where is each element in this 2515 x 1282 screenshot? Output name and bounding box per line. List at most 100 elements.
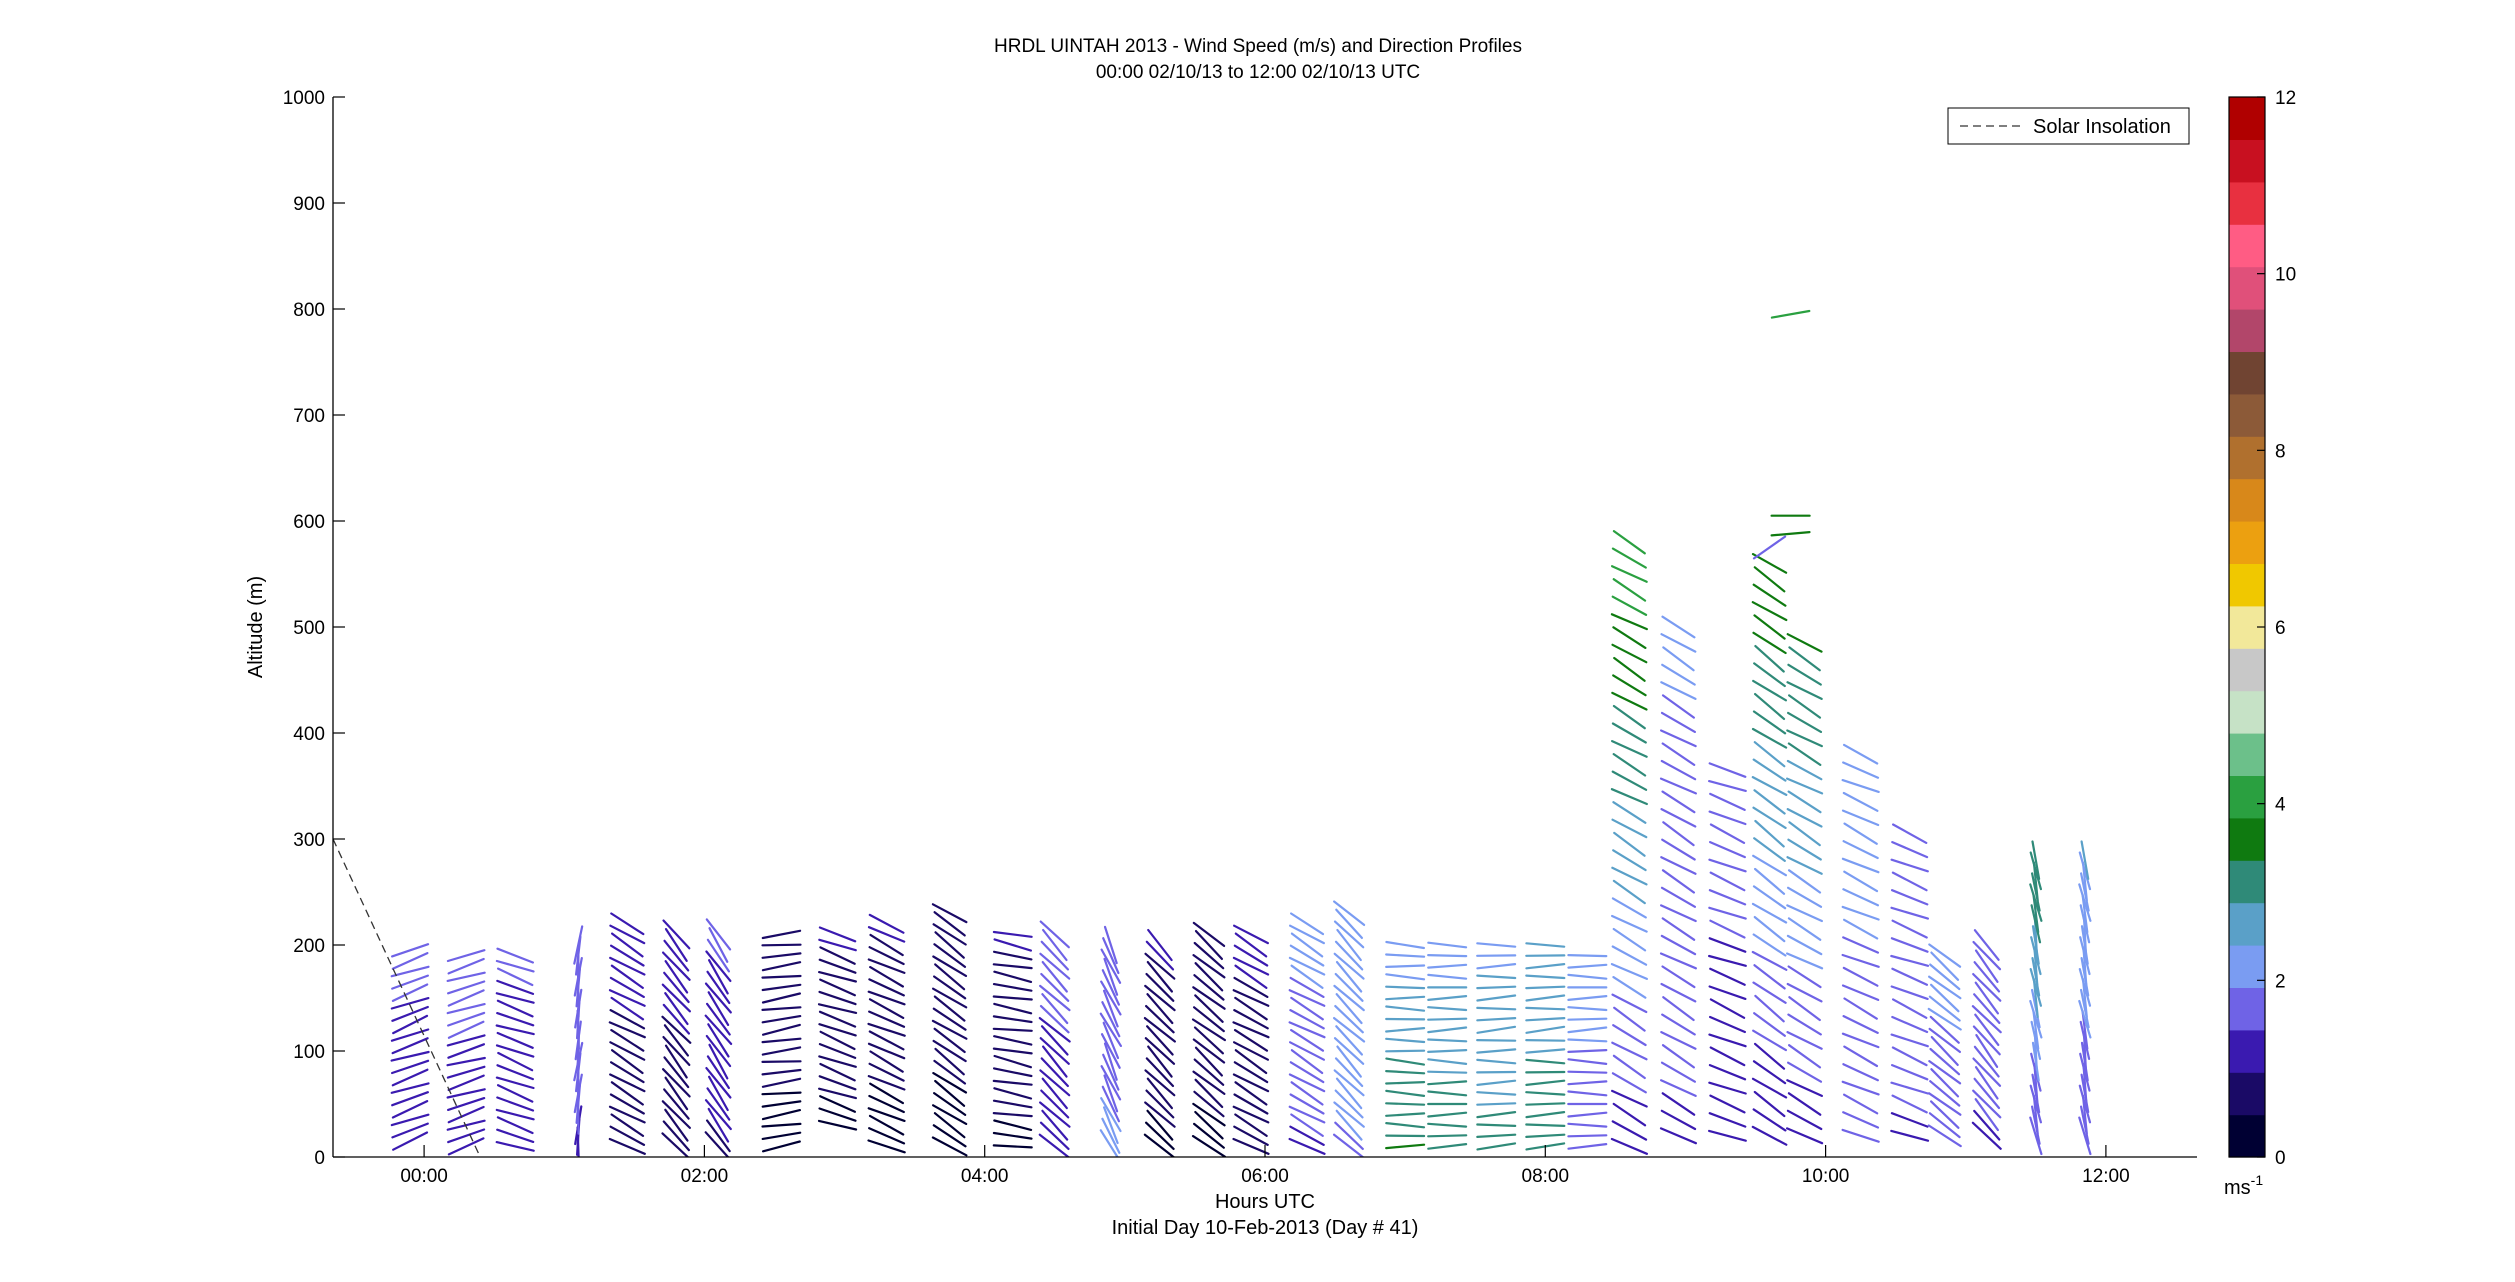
wind-barb: [933, 1112, 966, 1139]
wind-barb: [1567, 1070, 1608, 1074]
wind-barb: [1041, 993, 1069, 1025]
wind-barb: [447, 1011, 486, 1027]
wind-barb: [2078, 999, 2092, 1039]
wind-barb: [993, 1035, 1033, 1046]
wind-barb: [495, 1140, 535, 1152]
solar-insolation-line: [332, 838, 481, 1158]
wind-barb: [1708, 1081, 1747, 1095]
wind-barb: [1334, 1121, 1364, 1151]
wind-barb: [1709, 823, 1746, 845]
wind-barb: [1038, 1016, 1071, 1043]
wind-barb: [391, 983, 429, 1003]
wind-barb: [1232, 956, 1270, 976]
wind-barb: [1385, 1037, 1426, 1044]
wind-barb: [496, 947, 535, 964]
wind-barb: [1567, 1122, 1608, 1128]
wind-barb: [1753, 1012, 1786, 1037]
wind-barb: [1232, 1021, 1270, 1039]
wind-barb: [1752, 1060, 1787, 1085]
wind-barb: [1786, 934, 1823, 956]
wind-barb: [1972, 1089, 2002, 1119]
wind-barb: [1232, 1105, 1270, 1124]
wind-barb: [392, 1014, 429, 1035]
wind-barb: [1929, 1047, 1961, 1076]
wind-barb: [1335, 908, 1364, 940]
wind-barb: [705, 1002, 731, 1036]
wind-barb: [608, 1021, 646, 1039]
wind-barb: [1567, 1058, 1608, 1066]
y-tick-label: 600: [293, 512, 325, 533]
wind-barb: [497, 1051, 534, 1072]
wind-barb: [2029, 1084, 2043, 1124]
wind-barb: [1753, 614, 1786, 640]
wind-barb: [867, 1139, 906, 1154]
wind-barb: [1929, 1100, 1960, 1129]
wind-barb: [1660, 856, 1697, 875]
wind-barb: [1385, 953, 1426, 958]
wind-barb: [1610, 962, 1649, 981]
wind-barb: [706, 970, 731, 1005]
wind-barb: [1662, 821, 1695, 847]
wind-barb: [1752, 806, 1787, 830]
wind-barb: [1233, 1061, 1269, 1084]
wind-barb: [1973, 1045, 2000, 1078]
wind-barb: [1612, 801, 1647, 824]
wind-barb: [1192, 1122, 1225, 1149]
wind-barb: [1099, 1012, 1123, 1048]
wind-barb: [609, 1073, 646, 1093]
x-tick-label: 00:00: [400, 1166, 448, 1187]
wind-barb: [447, 1074, 485, 1092]
wind-barb: [1335, 960, 1363, 993]
wind-barb: [1385, 1080, 1426, 1085]
colorbar-segment: [2229, 478, 2265, 522]
wind-barb: [1787, 790, 1822, 814]
wind-barb: [1039, 1069, 1071, 1097]
x-tick-label: 10:00: [1802, 1166, 1850, 1187]
wind-barb: [1843, 997, 1878, 1020]
wind-barb: [1890, 1063, 1929, 1081]
wind-barb: [705, 1119, 731, 1153]
wind-barb: [390, 1113, 430, 1127]
wind-barb: [1038, 1101, 1071, 1128]
colorbar: 0 2 4 6 8 10 12 ms-1: [2224, 88, 2296, 1199]
wind-barb: [868, 1114, 905, 1136]
wind-barb: [1788, 646, 1821, 672]
wind-barb: [992, 1079, 1033, 1086]
wind-barb: [1427, 994, 1468, 1002]
wind-barb: [1974, 1013, 2000, 1047]
wind-barb: [1709, 1046, 1746, 1067]
wind-barb: [608, 1105, 646, 1124]
wind-barb: [1708, 840, 1747, 859]
wind-barb: [1890, 858, 1929, 873]
wind-barb: [1146, 1077, 1174, 1110]
wind-barb: [1289, 1125, 1325, 1147]
wind-barb: [447, 1137, 485, 1156]
wind-barb: [1039, 1121, 1070, 1151]
wind-barb: [2079, 936, 2091, 976]
wind-barb: [1567, 1080, 1608, 1086]
wind-barb: [1787, 917, 1822, 941]
wind-barb: [1751, 902, 1788, 924]
wind-barb: [391, 1068, 429, 1087]
wind-barb: [1661, 1092, 1696, 1116]
wind-barb: [868, 998, 905, 1020]
wind-barb: [1144, 1004, 1175, 1034]
wind-barb: [1611, 818, 1648, 839]
wind-barb: [1891, 967, 1929, 986]
y-tick-label: 500: [293, 618, 325, 639]
wind-barb: [1660, 711, 1697, 734]
chart-title: HRDL UINTAH 2013 - Wind Speed (m/s) and …: [994, 36, 1522, 57]
wind-barb: [390, 965, 430, 978]
wind-barb: [932, 1071, 968, 1094]
wind-barb: [867, 1022, 906, 1037]
wind-barb: [1927, 975, 1962, 1000]
wind-barb: [496, 999, 534, 1018]
wind-barb: [708, 927, 729, 963]
y-tick-label: 0: [314, 1148, 325, 1169]
wind-barb: [1890, 889, 1929, 906]
y-tick-label: 900: [293, 194, 325, 215]
wind-barb: [993, 970, 1033, 984]
wind-barb: [2029, 851, 2043, 891]
wind-barb: [1662, 646, 1695, 672]
wind-barb: [761, 1122, 802, 1128]
